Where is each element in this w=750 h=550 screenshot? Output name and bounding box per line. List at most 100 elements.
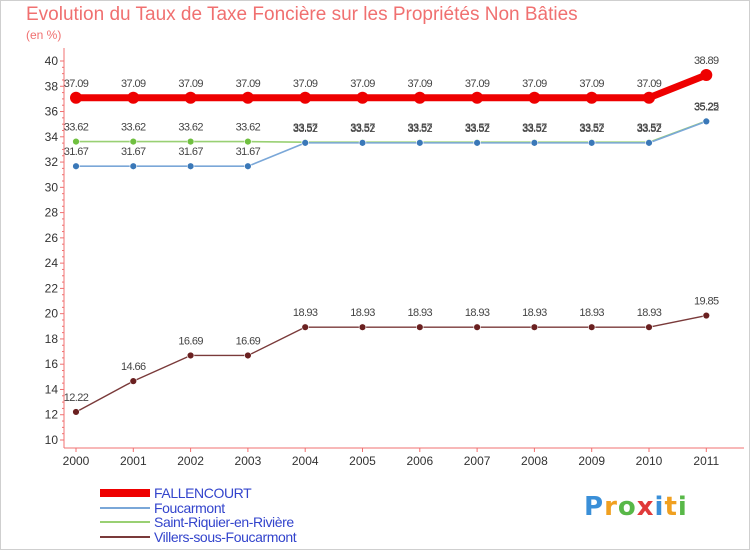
data-point (473, 323, 481, 331)
data-label: 33.57 (522, 122, 547, 134)
data-point (643, 91, 655, 104)
series-line (76, 71, 708, 102)
data-point (72, 408, 80, 416)
data-label: 33.57 (293, 122, 318, 134)
data-label: 37.09 (178, 78, 203, 90)
data-label: 35.22 (694, 101, 719, 113)
legend-label: Villers-sous-Foucarmont (154, 529, 297, 545)
x-tick-label: 2011 (693, 454, 719, 468)
y-tick-label: 18 (45, 332, 59, 346)
y-tick-label: 28 (45, 206, 59, 220)
series-line (75, 314, 707, 413)
data-label: 33.52 (408, 123, 433, 135)
y-tick-label: 24 (45, 256, 59, 270)
legend-label: Saint-Riquier-en-Rivière (154, 514, 294, 530)
data-label: 18.93 (408, 307, 433, 319)
y-tick-label: 36 (45, 105, 59, 119)
data-point (473, 139, 481, 147)
data-point (356, 91, 369, 104)
y-tick-label: 14 (45, 382, 59, 396)
x-tick-label: 2004 (292, 454, 319, 468)
data-point (528, 91, 541, 104)
data-point (413, 91, 426, 104)
data-label: 37.09 (293, 78, 318, 90)
data-label: 33.57 (465, 122, 490, 134)
data-point (129, 162, 138, 170)
data-label: 18.93 (579, 307, 604, 319)
data-point (587, 139, 596, 147)
data-label: 18.93 (522, 307, 547, 319)
data-label: 18.93 (293, 307, 318, 319)
data-point (244, 137, 252, 146)
data-label: 14.66 (121, 361, 146, 373)
data-point (72, 137, 80, 146)
data-label: 31.67 (64, 146, 89, 158)
data-label: 37.09 (579, 78, 604, 90)
data-point (299, 91, 312, 104)
data-label: 33.62 (178, 122, 203, 134)
data-label: 18.93 (465, 307, 490, 319)
legend-label: FALLENCOURT (154, 485, 252, 501)
data-label: 33.57 (408, 122, 433, 134)
data-label: 37.09 (522, 78, 547, 90)
x-tick-label: 2008 (521, 454, 548, 468)
series-line (76, 120, 707, 144)
data-point (645, 139, 653, 147)
data-point (244, 162, 252, 170)
data-point (244, 351, 252, 360)
data-point (645, 323, 653, 331)
x-tick-label: 2009 (578, 454, 605, 468)
data-point (186, 162, 195, 170)
x-tick-label: 2001 (120, 454, 147, 468)
data-point (358, 323, 367, 331)
data-label: 37.09 (408, 78, 433, 90)
x-tick-label: 2010 (636, 454, 663, 468)
y-tick-label: 30 (45, 180, 59, 194)
data-label: 33.57 (579, 122, 604, 134)
x-tick-label: 2007 (464, 454, 491, 468)
y-tick-label: 12 (45, 408, 59, 422)
data-label: 33.62 (121, 122, 146, 134)
y-tick-label: 38 (45, 79, 59, 93)
data-point (301, 139, 309, 147)
x-tick-label: 2002 (177, 454, 204, 468)
y-tick-label: 16 (45, 357, 59, 371)
data-point (416, 323, 424, 331)
data-label: 35.25 (694, 101, 719, 113)
proxiti-logo: Proxiti (584, 492, 688, 522)
data-point (471, 91, 484, 104)
y-tick-label: 40 (45, 54, 59, 68)
data-label: 37.09 (465, 78, 490, 90)
data-point (241, 91, 254, 104)
data-point (301, 323, 309, 331)
data-label: 37.09 (64, 78, 89, 90)
data-label: 33.57 (350, 122, 375, 134)
data-label: 37.09 (637, 78, 662, 90)
y-tick-label: 32 (45, 155, 59, 169)
data-label: 12.22 (64, 392, 89, 404)
data-point (416, 139, 424, 147)
data-label: 31.67 (178, 146, 203, 158)
data-point (72, 162, 80, 170)
data-point (127, 91, 140, 104)
data-label: 33.52 (293, 123, 318, 135)
data-point (700, 69, 713, 82)
data-label: 31.67 (236, 146, 261, 158)
x-tick-label: 2005 (349, 454, 376, 468)
data-label: 16.69 (178, 335, 203, 347)
data-point (186, 351, 195, 360)
data-label: 37.09 (350, 78, 375, 90)
data-label: 33.62 (64, 122, 89, 134)
data-point (358, 139, 367, 147)
data-point (702, 117, 710, 126)
data-point (530, 323, 539, 331)
legend-label: Foucarmont (154, 500, 225, 516)
data-label: 19.85 (694, 296, 719, 308)
data-point (70, 91, 82, 104)
data-point (585, 91, 598, 104)
data-point (184, 91, 197, 104)
data-label: 33.62 (236, 122, 261, 134)
data-label: 33.52 (522, 123, 547, 135)
y-tick-label: 34 (45, 130, 59, 144)
